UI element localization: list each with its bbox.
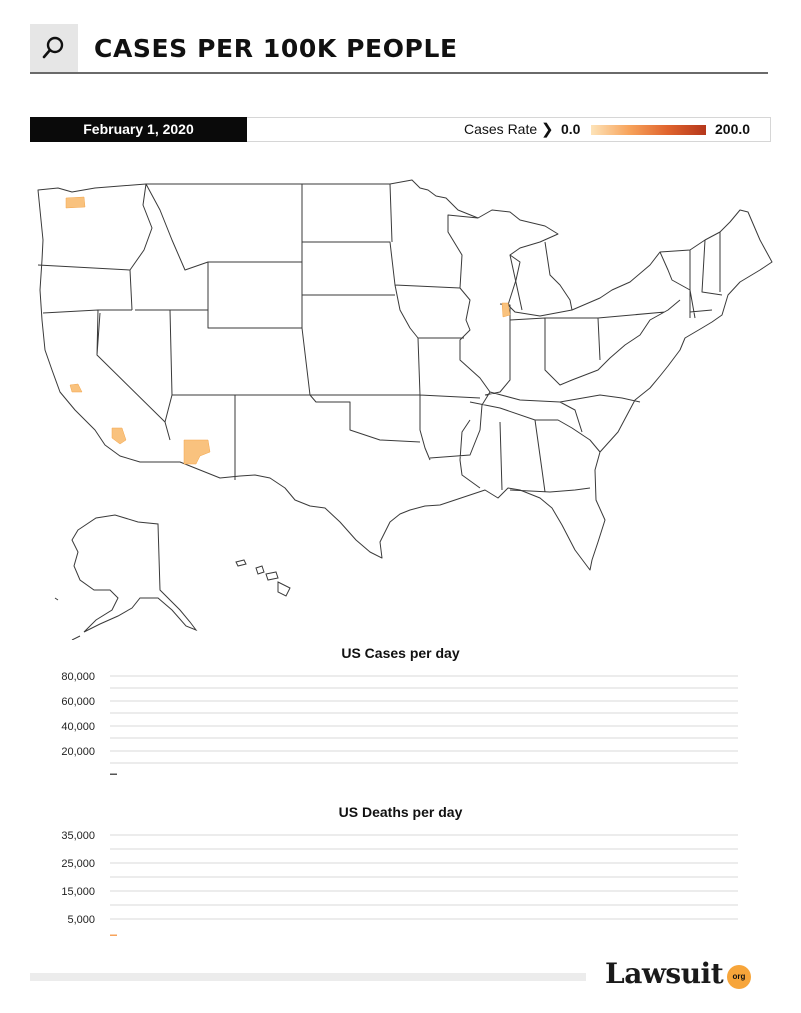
deaths-chart-title: US Deaths per day (338, 804, 463, 820)
rate-min: 0.0 (561, 121, 581, 137)
bar (110, 773, 117, 775)
rate-max: 200.0 (715, 121, 751, 137)
cases-chart: 80,000 60,000 40,000 20,000 (61, 671, 738, 775)
search-icon (42, 36, 64, 59)
header: CASES PER 100K PEOPLE (30, 24, 768, 74)
progress-track (30, 973, 586, 981)
date-label: February 1, 2020 (30, 117, 247, 142)
page-title: CASES PER 100K PEOPLE (94, 34, 458, 63)
logo-badge: org (727, 965, 751, 989)
bar (110, 934, 117, 936)
y-tick-label: 15,000 (61, 886, 95, 898)
y-tick-label: 20,000 (61, 746, 95, 758)
y-tick-label: 5,000 (67, 914, 95, 926)
chevron-right-icon: ❯ (541, 121, 554, 138)
y-tick-label: 40,000 (61, 721, 95, 733)
legend-bar: February 1, 2020 Cases Rate ❯ 0.0 200.0 (30, 117, 771, 142)
deaths-chart: 35,000 25,000 15,000 5,000 (61, 830, 738, 936)
color-scale (591, 125, 706, 135)
us-map (37, 179, 773, 640)
search-button[interactable] (30, 24, 78, 72)
hawaii (235, 559, 291, 597)
logo: Lawsuit (605, 957, 724, 990)
rate-label: Cases Rate (464, 121, 538, 137)
y-tick-label: 60,000 (61, 696, 95, 708)
state-borders (37, 183, 723, 493)
y-tick-label: 25,000 (61, 858, 95, 870)
state-outline (37, 179, 773, 571)
alaska (54, 514, 198, 640)
cases-chart-title: US Cases per day (341, 645, 460, 661)
y-tick-label: 35,000 (61, 830, 95, 842)
y-tick-label: 80,000 (61, 671, 95, 683)
highlighted-counties (65, 196, 511, 465)
